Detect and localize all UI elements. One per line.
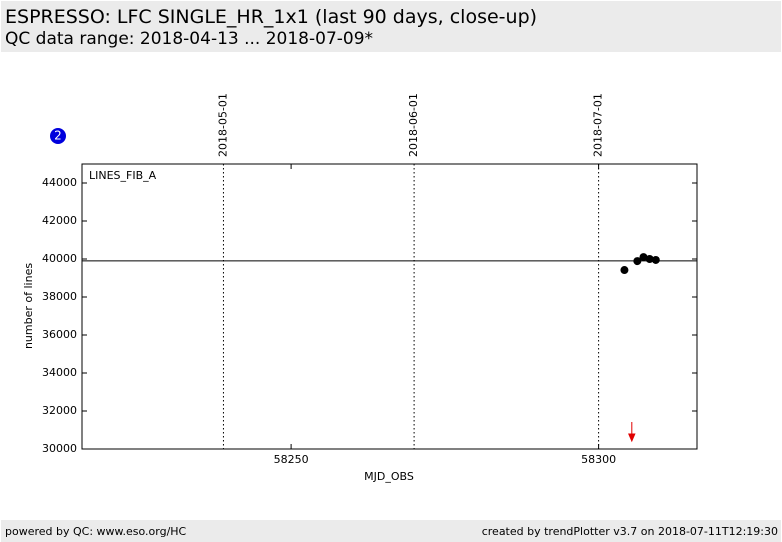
footer: powered by QC: www.eso.org/HC created by… (1, 520, 781, 542)
point (639, 253, 648, 262)
x-tick-label: 58300 (581, 453, 616, 466)
footer-right: created by trendPlotter v3.7 on 2018-07-… (481, 525, 778, 538)
plot-frame (81, 163, 698, 450)
header: ESPRESSO: LFC SINGLE_HR_1x1 (last 90 day… (1, 1, 781, 52)
y-tick-label: 38000 (42, 290, 77, 303)
point (620, 266, 629, 275)
badge-circle (50, 128, 66, 144)
y-axis-label: number of lines (22, 263, 35, 349)
x-axis-label: MJD_OBS (364, 470, 414, 483)
title: ESPRESSO: LFC SINGLE_HR_1x1 (last 90 day… (5, 6, 538, 28)
y-tick-label: 40000 (42, 252, 77, 265)
date-label: 2018-06-01 (407, 93, 420, 157)
y-tick-label: 42000 (42, 214, 77, 227)
y-tick-label: 36000 (42, 328, 77, 341)
subtitle: QC data range: 2018-04-13 ... 2018-07-09… (5, 29, 374, 49)
chart: 2 LINES_FIB_A MJD_OBS number of lines 30… (22, 93, 698, 483)
y-tick-label: 32000 (42, 404, 77, 417)
point (645, 255, 654, 263)
y-tick-label: 44000 (42, 176, 77, 189)
y-tick-label: 34000 (42, 366, 77, 379)
series-label: LINES_FIB_A (89, 169, 157, 182)
footer-left: powered by QC: www.eso.org/HC (5, 525, 187, 538)
date-label: 2018-05-01 (216, 93, 229, 157)
point (651, 255, 660, 264)
offscale-arrow (628, 422, 636, 443)
point (633, 257, 642, 266)
date-label: 2018-07-01 (592, 93, 605, 157)
badge: 2 (54, 129, 62, 143)
x-tick-label: 58250 (274, 453, 309, 466)
y-tick-label: 30000 (42, 442, 77, 455)
